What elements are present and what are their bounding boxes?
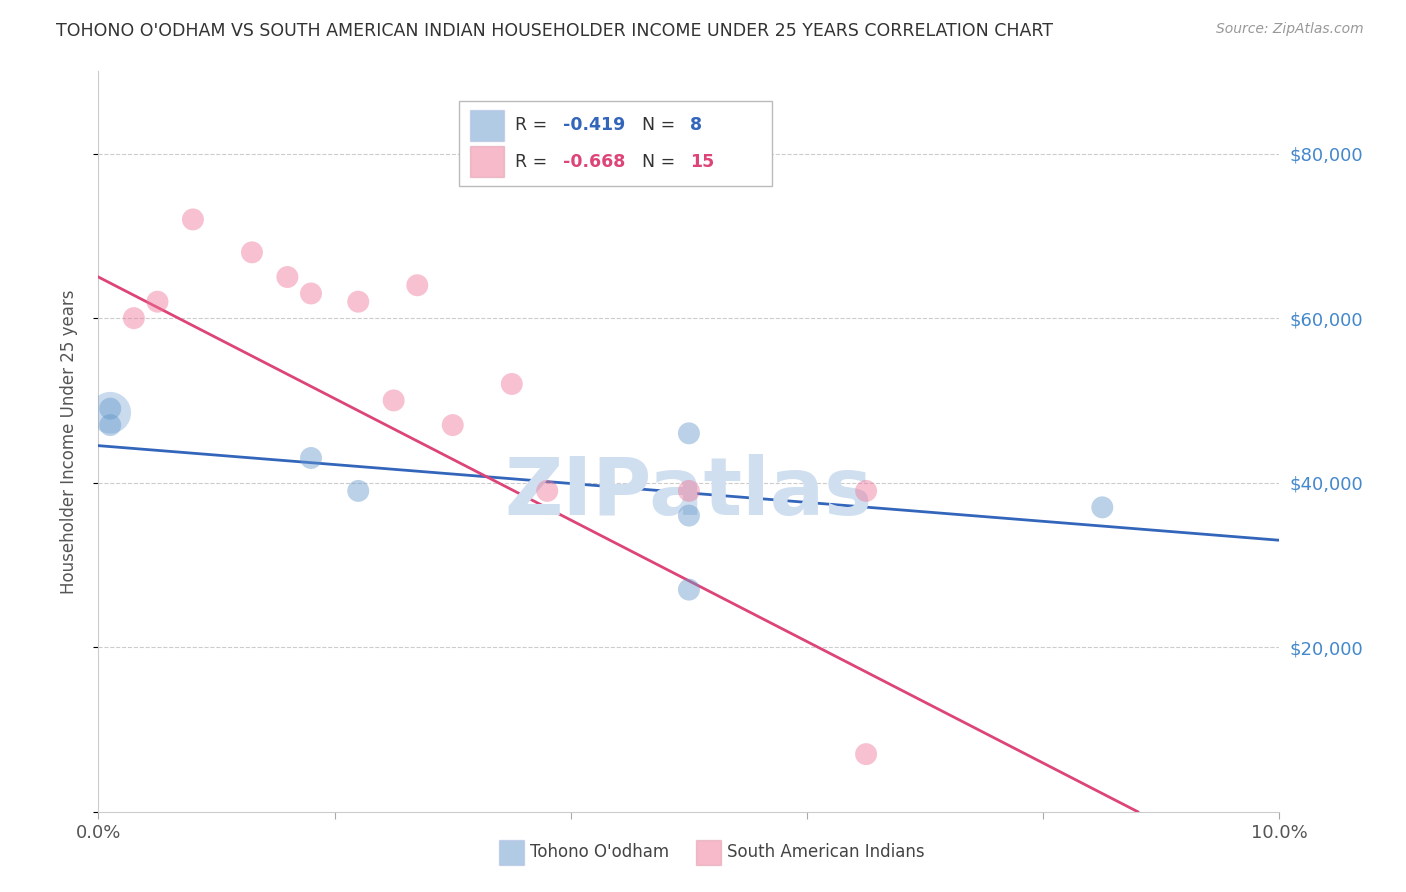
Point	[347, 294, 370, 309]
Point	[98, 401, 121, 416]
Text: -0.668: -0.668	[562, 153, 624, 170]
Text: ZIPatlas: ZIPatlas	[505, 454, 873, 533]
Text: N =: N =	[641, 117, 681, 135]
Point	[299, 450, 322, 465]
Point	[501, 376, 523, 391]
FancyBboxPatch shape	[458, 101, 772, 186]
Point	[122, 311, 145, 326]
Point	[678, 483, 700, 498]
Point	[98, 418, 121, 433]
Point	[678, 426, 700, 441]
Text: 8: 8	[690, 117, 702, 135]
Text: R =: R =	[516, 117, 553, 135]
Point	[855, 747, 877, 761]
Text: -0.419: -0.419	[562, 117, 624, 135]
Point	[678, 582, 700, 597]
Point	[240, 245, 263, 260]
Point	[536, 483, 558, 498]
Y-axis label: Householder Income Under 25 years: Householder Income Under 25 years	[59, 289, 77, 594]
Text: TOHONO O'ODHAM VS SOUTH AMERICAN INDIAN HOUSEHOLDER INCOME UNDER 25 YEARS CORREL: TOHONO O'ODHAM VS SOUTH AMERICAN INDIAN …	[56, 22, 1053, 40]
Point	[406, 278, 429, 293]
Point	[276, 270, 298, 285]
Text: Source: ZipAtlas.com: Source: ZipAtlas.com	[1216, 22, 1364, 37]
Point	[181, 212, 204, 227]
Point	[98, 406, 121, 420]
Text: R =: R =	[516, 153, 553, 170]
Text: Tohono O'odham: Tohono O'odham	[530, 843, 669, 861]
Point	[299, 286, 322, 301]
Text: 15: 15	[690, 153, 714, 170]
Point	[441, 418, 464, 433]
Point	[1091, 500, 1114, 515]
Text: South American Indians: South American Indians	[727, 843, 925, 861]
Point	[678, 508, 700, 523]
FancyBboxPatch shape	[471, 110, 503, 141]
Point	[146, 294, 169, 309]
Point	[347, 483, 370, 498]
Text: N =: N =	[641, 153, 681, 170]
Point	[855, 483, 877, 498]
FancyBboxPatch shape	[471, 146, 503, 178]
Point	[382, 393, 405, 408]
